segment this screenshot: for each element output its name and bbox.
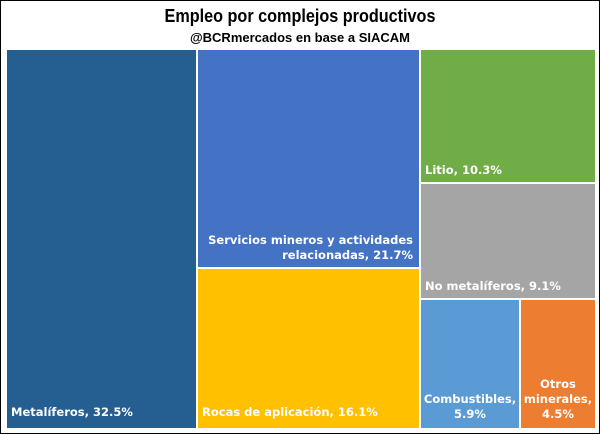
tile-label-litio: Litio, 10.3% <box>425 163 502 177</box>
chart-title: Empleo por complejos productivos <box>164 6 436 26</box>
tile-label-servicios-line1: Servicios mineros y actividades <box>208 233 413 247</box>
tile-rocas-aplicacion: Rocas de aplicación, 16.1% <box>198 269 421 430</box>
tile-label-otros-line1: Otros <box>540 377 576 391</box>
tile-label-otros-minerales: Otros minerales, 4.5% <box>521 377 595 422</box>
tile-metaliferos: Metalíferos, 32.5% <box>7 50 198 430</box>
chart-subtitle: @BCRmercados en base a SIACAM <box>189 30 411 45</box>
tile-label-combustibles-line2: 5.9% <box>454 407 486 421</box>
tile-label-metaliferos: Metalíferos, 32.5% <box>11 405 133 419</box>
tile-label-combustibles-line1: Combustibles, <box>423 392 517 406</box>
tile-label-combustibles: Combustibles, 5.9% <box>421 392 519 422</box>
tile-label-servicios-line2: relacionadas, 21.7% <box>282 248 413 262</box>
tile-label-rocas-aplicacion: Rocas de aplicación, 16.1% <box>202 405 378 419</box>
tile-label-servicios-mineros: Servicios mineros y actividades relacion… <box>208 233 413 263</box>
tile-label-otros-line3: 4.5% <box>542 407 574 421</box>
tile-no-metaliferos: No metalíferos, 9.1% <box>421 184 597 300</box>
tile-litio: Litio, 10.3% <box>421 50 597 184</box>
tile-label-no-metaliferos: No metalíferos, 9.1% <box>425 279 561 293</box>
tile-servicios-mineros: Servicios mineros y actividades relacion… <box>198 50 421 269</box>
tile-combustibles: Combustibles, 5.9% <box>421 300 521 430</box>
treemap-plot: Metalíferos, 32.5% Servicios mineros y a… <box>7 50 597 430</box>
tile-otros-minerales: Otros minerales, 4.5% <box>521 300 597 430</box>
tile-label-otros-line2: minerales, <box>523 392 593 406</box>
